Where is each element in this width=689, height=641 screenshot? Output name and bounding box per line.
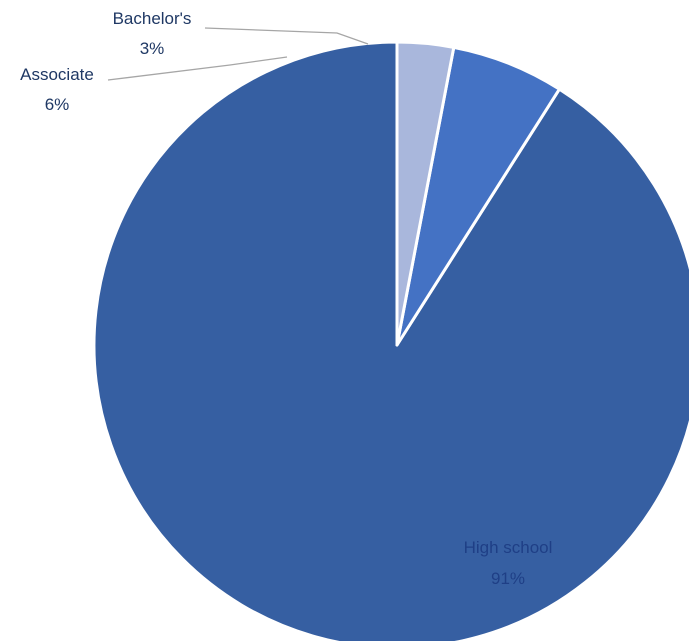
- slice-label-associate: Associate: [20, 65, 94, 84]
- slice-label-bachelors: Bachelor's: [113, 9, 192, 28]
- slice-value-associate: 6%: [45, 95, 70, 114]
- leader-line-bachelors: [204, 27, 369, 45]
- leader-line-associate: [107, 56, 288, 81]
- leader-lines: [107, 27, 369, 81]
- slice-labels: High school 91% Associate 6% Bachelor's …: [20, 9, 552, 588]
- pie-slices: [92, 40, 689, 641]
- slice-value-bachelors: 3%: [140, 39, 165, 58]
- slice-label-high-school: High school: [464, 538, 553, 557]
- slice-value-high-school: 91%: [491, 569, 525, 588]
- pie-slice-bachelor-s: [395, 40, 456, 347]
- pie-slice-high-school: [92, 40, 689, 641]
